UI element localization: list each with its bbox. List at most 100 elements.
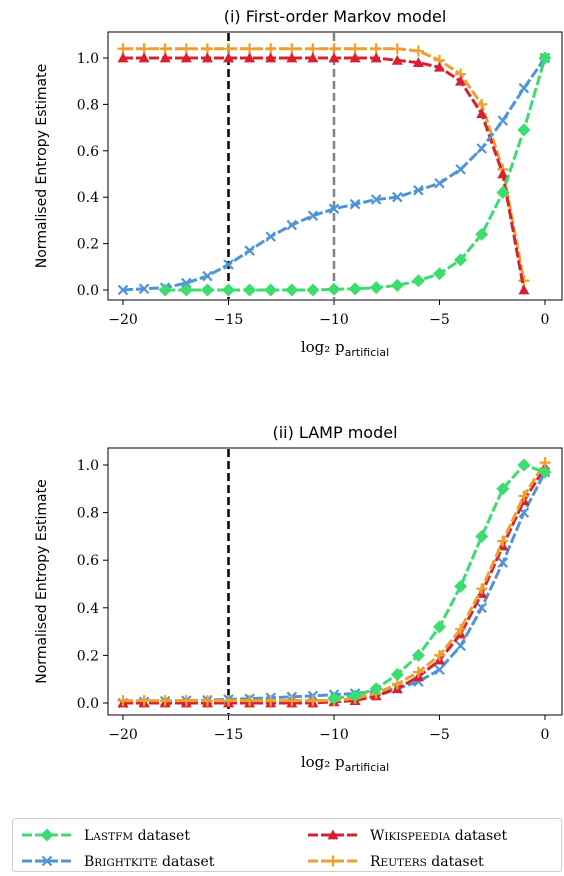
point-lastfm — [327, 282, 341, 296]
point-brightkite — [349, 198, 361, 210]
legend-entry-brightkite: BRIGHTKITE dataset — [22, 854, 215, 870]
point-wikispeedia — [328, 52, 340, 63]
point-brightkite — [265, 231, 276, 242]
point-lastfm — [475, 227, 489, 241]
point-brightkite — [497, 557, 509, 568]
point-reuters — [180, 695, 192, 707]
point-brightkite — [181, 277, 192, 289]
point-lastfm — [390, 278, 404, 292]
point-lastfm — [306, 283, 320, 297]
point-wikispeedia — [349, 52, 361, 63]
line-reuters — [123, 461, 547, 703]
point-wikispeedia — [265, 52, 277, 63]
point-wikispeedia — [518, 284, 530, 295]
point-brightkite — [476, 602, 487, 614]
point-lastfm — [433, 620, 446, 634]
point-wikispeedia — [434, 61, 445, 72]
point-brightkite — [497, 115, 509, 126]
point-wikispeedia — [412, 57, 424, 68]
legend-label: LASTFM dataset — [84, 828, 190, 844]
y-tick-label: 0.8 — [77, 97, 99, 113]
point-lastfm — [285, 283, 299, 297]
point-lastfm — [243, 283, 257, 297]
point-reuters — [518, 275, 530, 287]
x-axis-label: log₂ partificial — [301, 753, 389, 774]
x-tick-label: −5 — [429, 312, 450, 328]
plot-frame — [107, 31, 563, 301]
point-brightkite — [138, 283, 150, 295]
point-reuters — [159, 695, 171, 707]
point-reuters — [476, 583, 488, 595]
x-tick-label: 0 — [541, 727, 550, 743]
series-wikispeedia — [117, 461, 551, 708]
series-reuters — [117, 43, 530, 287]
y-tick-label: 0.6 — [77, 144, 99, 160]
legend-marker-brightkite — [41, 855, 53, 867]
y-tick-label: 0.6 — [77, 553, 99, 569]
point-brightkite — [434, 178, 445, 189]
point-lastfm — [411, 274, 425, 288]
point-lastfm — [158, 283, 172, 297]
point-reuters — [349, 43, 361, 55]
y-tick-label: 0.0 — [77, 283, 99, 299]
point-wikispeedia — [497, 168, 509, 179]
x-tick-label: −10 — [319, 727, 349, 743]
point-wikispeedia — [476, 108, 488, 119]
point-lastfm — [264, 283, 278, 297]
point-brightkite — [455, 640, 466, 652]
point-wikispeedia — [223, 52, 234, 63]
point-reuters — [117, 695, 129, 707]
legend-label: BRIGHTKITE dataset — [84, 854, 215, 870]
point-reuters — [391, 43, 403, 55]
series-wikispeedia — [117, 52, 530, 295]
legend-border — [12, 818, 562, 872]
line-wikispeedia — [123, 56, 526, 291]
point-wikispeedia — [286, 52, 298, 63]
series-brightkite — [117, 52, 551, 296]
point-lastfm — [369, 682, 383, 696]
point-lastfm — [200, 283, 214, 297]
point-reuters — [244, 43, 256, 55]
panel-2: (ii) LAMP model 0.0 0.2 0.4 0.6 0.8 1.0 −20 −15 −… — [34, 423, 563, 774]
y-tick-label: 0.2 — [77, 648, 99, 664]
y-tick-label: 0.2 — [77, 237, 99, 253]
point-reuters — [286, 695, 298, 707]
chart-title: (ii) LAMP model — [272, 423, 397, 442]
x-tick-label: −5 — [429, 727, 450, 743]
point-lastfm — [348, 282, 362, 296]
point-wikispeedia — [370, 52, 382, 63]
point-brightkite — [286, 219, 298, 231]
point-lastfm — [433, 267, 446, 281]
point-reuters — [244, 695, 256, 707]
point-reuters — [476, 98, 488, 110]
point-reuters — [307, 695, 319, 707]
point-reuters — [412, 45, 424, 57]
point-lastfm — [222, 283, 235, 297]
point-brightkite — [244, 245, 255, 256]
legend-marker-reuters — [327, 855, 339, 867]
point-reuters — [223, 43, 234, 55]
point-lastfm — [390, 667, 404, 681]
legend-marker-lastfm — [40, 828, 54, 842]
point-reuters — [328, 43, 340, 55]
point-brightkite — [117, 284, 129, 296]
point-brightkite — [476, 143, 487, 154]
point-wikispeedia — [117, 52, 129, 63]
chart-title: (i) First-order Markov model — [224, 7, 447, 26]
point-lastfm — [475, 529, 489, 543]
series-lastfm — [158, 51, 552, 297]
point-reuters — [497, 535, 509, 547]
point-brightkite — [370, 194, 382, 205]
legend-entry-wikispeedia: WIKISPEEDIA dataset — [308, 828, 507, 844]
point-reuters — [455, 623, 467, 635]
point-wikispeedia — [138, 52, 150, 63]
point-wikispeedia — [201, 52, 213, 63]
point-lastfm — [538, 465, 552, 479]
point-reuters — [434, 649, 445, 661]
plot-frame — [107, 447, 563, 716]
x-axis-label-subscript: artificial — [345, 761, 389, 774]
point-lastfm — [179, 283, 193, 297]
point-lastfm — [327, 691, 341, 705]
point-lastfm — [517, 123, 531, 137]
point-reuters — [518, 490, 530, 502]
